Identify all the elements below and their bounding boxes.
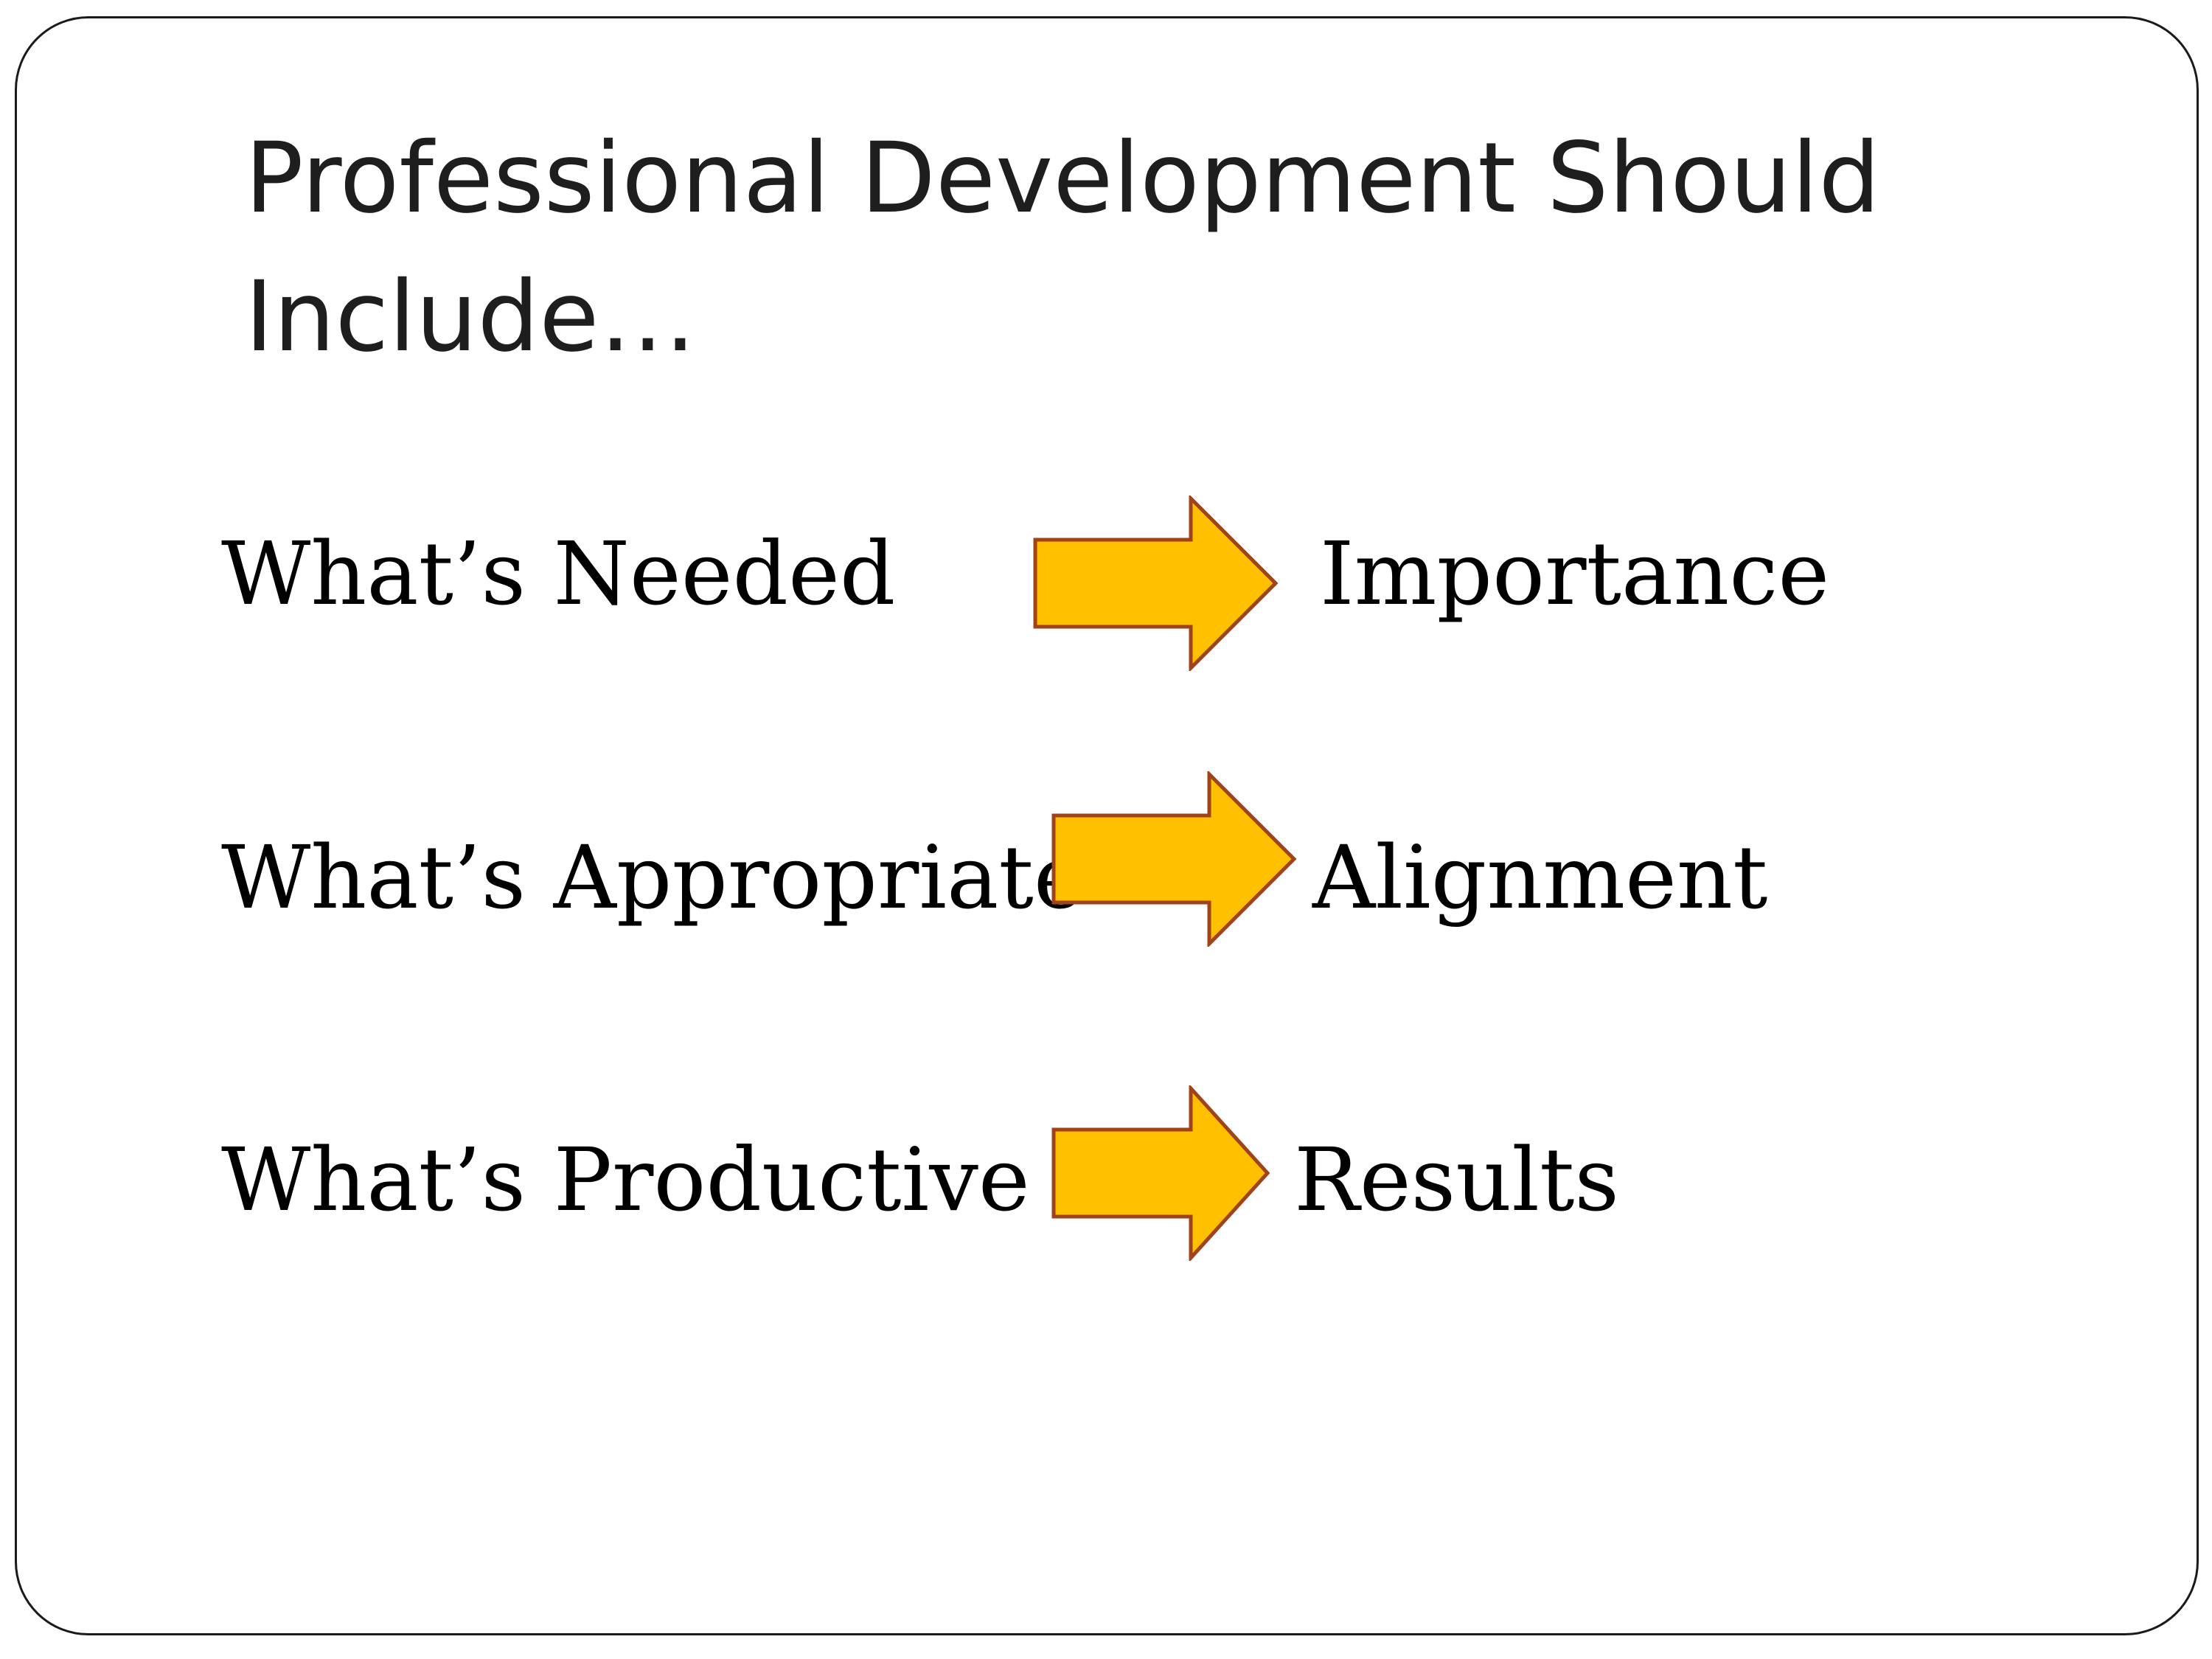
row-2-left-label: What’s Appropriate <box>221 827 1085 928</box>
row-2-right-label: Alignment <box>1312 827 1768 928</box>
row-3-arrow-icon <box>1051 1085 1272 1261</box>
row-1-arrow-icon <box>1032 495 1280 671</box>
row-3-right-label: Results <box>1294 1129 1619 1231</box>
row-1-right-label: Importance <box>1320 523 1830 625</box>
row-2-arrow-icon <box>1051 771 1298 947</box>
row-1-left-label: What’s Needed <box>221 523 896 625</box>
row-3-left-label: What’s Productive <box>221 1129 1030 1231</box>
slide-title: Professional Development Should Include… <box>245 122 1881 374</box>
